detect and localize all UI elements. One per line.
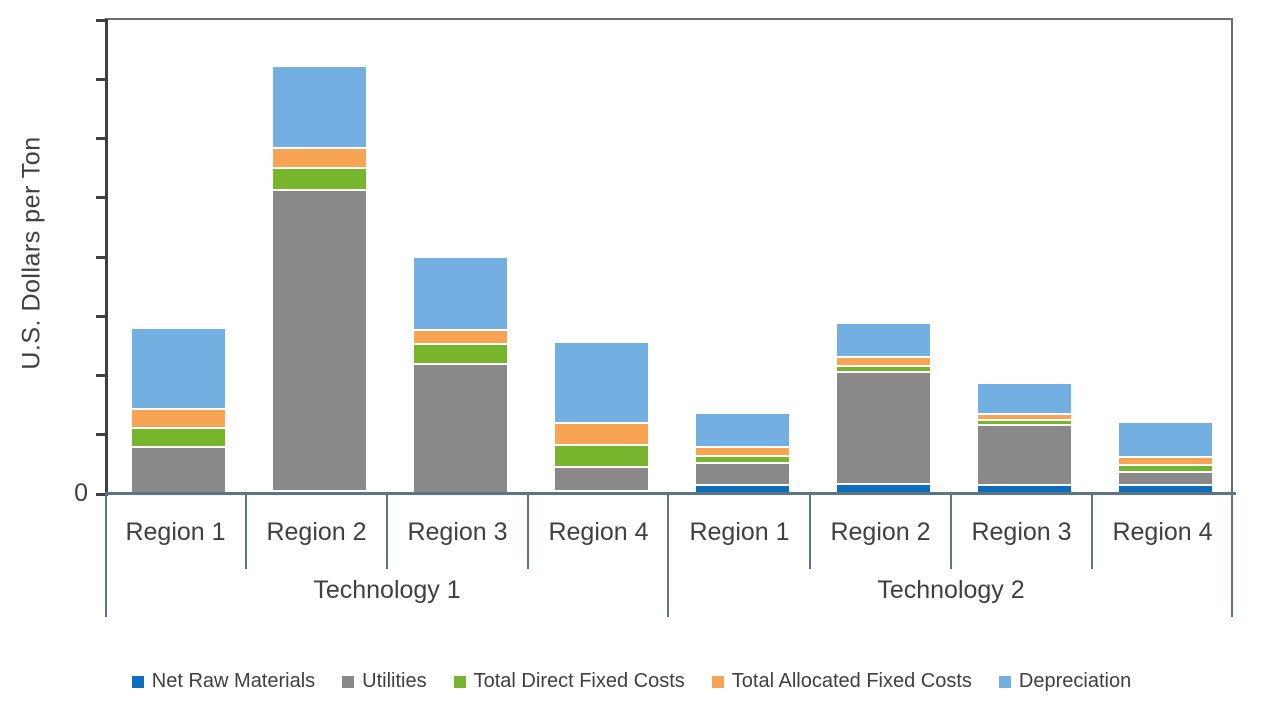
stacked-bar <box>837 323 930 492</box>
y-axis-tick-mark <box>96 196 108 200</box>
y-axis-tick-mark <box>96 374 108 377</box>
stacked-bar <box>414 257 507 492</box>
bar-segment <box>1119 456 1212 465</box>
region-label: Region 3 <box>971 517 1072 546</box>
legend-label: Depreciation <box>1018 670 1132 692</box>
stacked-bar <box>978 383 1071 492</box>
y-axis-tick-mark <box>96 255 108 259</box>
bar-segment <box>555 342 648 423</box>
region-label: Region 3 <box>407 517 508 546</box>
y-axis-title: U.S. Dollars per Ton <box>17 136 46 370</box>
bar-segment <box>837 355 930 365</box>
legend-swatch-icon <box>998 675 1011 688</box>
y-axis-tick-mark <box>96 18 108 22</box>
bar-segment <box>1119 470 1212 484</box>
region-label: Region 1 <box>689 517 790 546</box>
x-axis-baseline <box>105 492 1236 495</box>
y-axis-tick-mark <box>96 433 108 437</box>
y-axis-tick-mark <box>96 77 108 81</box>
bar-segment <box>273 147 366 168</box>
stacked-bar <box>696 413 789 492</box>
bar-segment <box>1119 464 1212 471</box>
bar-segment <box>978 419 1071 425</box>
group-label-technology-1: Technology 1 <box>313 576 461 604</box>
legend-label: Total Allocated Fixed Costs <box>731 670 972 692</box>
region-label: Region 2 <box>830 517 931 546</box>
bar-segment <box>414 257 507 330</box>
bar-segment <box>132 328 225 408</box>
bar-segment <box>1119 423 1212 457</box>
group-label-technology-2: Technology 2 <box>877 576 1025 604</box>
legend-item: Utilities <box>342 670 427 693</box>
region-label: Region 4 <box>1112 517 1213 546</box>
stacked-bar <box>1119 423 1212 492</box>
y-axis-tick-mark <box>96 137 108 140</box>
bar-segment <box>273 189 366 490</box>
bars-layer <box>108 18 1236 492</box>
bar-segment <box>555 465 648 490</box>
bar-segment <box>414 343 507 364</box>
bar-segment <box>696 413 789 447</box>
bar-segment <box>132 407 225 428</box>
bar-segment <box>837 323 930 356</box>
legend-label: Total Direct Fixed Costs <box>473 670 685 692</box>
bar-segment <box>273 489 366 492</box>
y-axis-zero-tick-label: 0 <box>74 479 88 507</box>
category-axis-table: Technology 1 Technology 2 Region 1 Region… <box>105 492 1236 622</box>
region-label: Region 1 <box>125 517 226 546</box>
bar-segment <box>696 484 789 492</box>
region-label: Region 4 <box>548 517 649 546</box>
region-divider <box>1091 495 1093 569</box>
region-divider <box>950 495 952 569</box>
bar-segment <box>696 455 789 463</box>
bar-segment <box>837 364 930 371</box>
bar-segment <box>555 489 648 492</box>
bar-segment <box>978 383 1071 413</box>
legend-label: Utilities <box>362 670 427 692</box>
bar-segment <box>978 412 1071 420</box>
bar-segment <box>696 446 789 456</box>
bar-segment <box>1119 483 1212 492</box>
bar-segment <box>414 363 507 492</box>
legend-swatch-icon <box>453 675 466 688</box>
bar-segment <box>837 483 930 492</box>
legend-swatch-icon <box>131 675 144 688</box>
bar-segment <box>414 329 507 344</box>
region-divider <box>386 495 388 569</box>
legend-label: Net Raw Materials <box>151 670 316 692</box>
plot-area <box>96 18 1233 496</box>
legend-swatch-icon <box>342 675 355 688</box>
stacked-bar <box>132 328 225 492</box>
legend-item: Depreciation <box>998 670 1132 693</box>
legend-swatch-icon <box>711 675 724 688</box>
bar-segment <box>555 444 648 466</box>
group-divider <box>105 495 107 617</box>
group-divider <box>1231 495 1233 617</box>
region-divider <box>809 495 811 569</box>
group-divider <box>667 495 669 617</box>
bar-segment <box>132 446 225 492</box>
legend: Net Raw Materials Utilities Total Direct F… <box>0 670 1263 693</box>
bar-segment <box>555 422 648 445</box>
y-axis-tick-mark <box>96 492 108 496</box>
stacked-bar <box>273 66 366 492</box>
bar-segment <box>837 370 930 484</box>
bar-segment <box>273 167 366 190</box>
legend-item: Total Direct Fixed Costs <box>453 670 685 693</box>
region-divider <box>527 495 529 569</box>
legend-item: Net Raw Materials <box>131 670 316 693</box>
region-divider <box>245 495 247 569</box>
bar-segment <box>273 66 366 148</box>
bar-segment <box>978 424 1071 484</box>
bar-segment <box>978 483 1071 492</box>
bar-segment <box>132 427 225 447</box>
y-axis-tick-mark <box>96 314 108 318</box>
bar-segment <box>696 462 789 485</box>
legend-item: Total Allocated Fixed Costs <box>711 670 972 693</box>
stacked-bar <box>555 342 648 492</box>
region-label: Region 2 <box>266 517 367 546</box>
